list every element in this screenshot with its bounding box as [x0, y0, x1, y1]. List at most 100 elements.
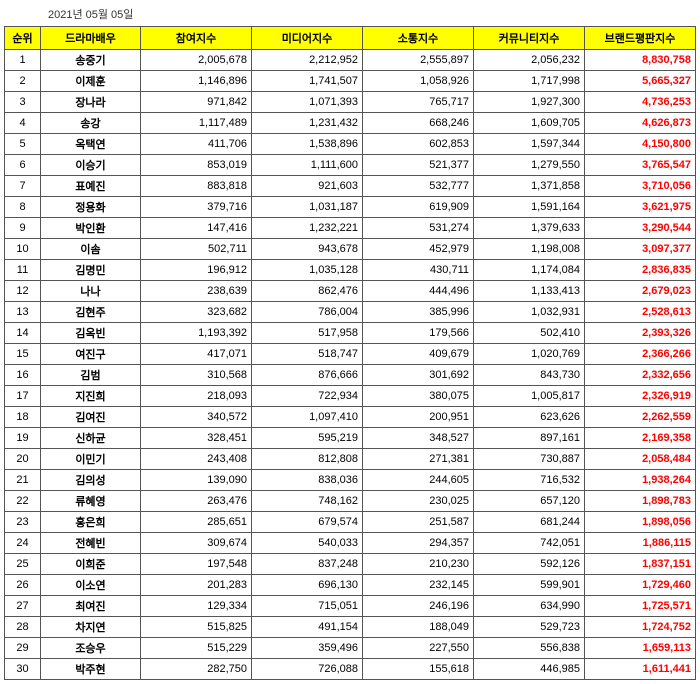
- cell-name: 이소연: [41, 575, 141, 596]
- cell-brand: 2,836,835: [585, 260, 696, 281]
- cell-communication: 188,049: [363, 617, 474, 638]
- cell-participation: 379,716: [141, 197, 252, 218]
- cell-participation: 502,711: [141, 239, 252, 260]
- col-communication: 소통지수: [363, 27, 474, 50]
- table-row: 29조승우515,229359,496227,550556,8381,659,1…: [5, 638, 696, 659]
- cell-name: 신하균: [41, 428, 141, 449]
- cell-community: 446,985: [474, 659, 585, 680]
- cell-rank: 4: [5, 113, 41, 134]
- ranking-table: 순위 드라마배우 참여지수 미디어지수 소통지수 커뮤니티지수 브랜드평판지수 …: [4, 26, 696, 680]
- table-row: 22류혜영263,476748,162230,025657,1201,898,7…: [5, 491, 696, 512]
- cell-rank: 25: [5, 554, 41, 575]
- cell-participation: 285,651: [141, 512, 252, 533]
- cell-communication: 765,717: [363, 92, 474, 113]
- cell-brand: 3,621,975: [585, 197, 696, 218]
- cell-name: 전혜빈: [41, 533, 141, 554]
- cell-brand: 1,725,571: [585, 596, 696, 617]
- cell-rank: 30: [5, 659, 41, 680]
- cell-brand: 3,710,056: [585, 176, 696, 197]
- cell-rank: 14: [5, 323, 41, 344]
- cell-participation: 196,912: [141, 260, 252, 281]
- table-row: 8정용화379,7161,031,187619,9091,591,1643,62…: [5, 197, 696, 218]
- cell-rank: 18: [5, 407, 41, 428]
- cell-rank: 2: [5, 71, 41, 92]
- cell-communication: 227,550: [363, 638, 474, 659]
- table-row: 28차지연515,825491,154188,049529,7231,724,7…: [5, 617, 696, 638]
- cell-brand: 2,262,559: [585, 407, 696, 428]
- cell-name: 이민기: [41, 449, 141, 470]
- cell-media: 837,248: [252, 554, 363, 575]
- cell-communication: 1,058,926: [363, 71, 474, 92]
- cell-name: 이솜: [41, 239, 141, 260]
- cell-community: 2,056,232: [474, 50, 585, 71]
- table-row: 5옥택연411,7061,538,896602,8531,597,3444,15…: [5, 134, 696, 155]
- cell-rank: 19: [5, 428, 41, 449]
- cell-rank: 15: [5, 344, 41, 365]
- cell-communication: 532,777: [363, 176, 474, 197]
- cell-rank: 26: [5, 575, 41, 596]
- cell-communication: 668,246: [363, 113, 474, 134]
- cell-community: 634,990: [474, 596, 585, 617]
- cell-brand: 2,169,358: [585, 428, 696, 449]
- cell-rank: 22: [5, 491, 41, 512]
- cell-brand: 2,332,656: [585, 365, 696, 386]
- cell-rank: 29: [5, 638, 41, 659]
- header-row: 순위 드라마배우 참여지수 미디어지수 소통지수 커뮤니티지수 브랜드평판지수: [5, 27, 696, 50]
- cell-name: 송강: [41, 113, 141, 134]
- cell-participation: 328,451: [141, 428, 252, 449]
- cell-brand: 5,665,327: [585, 71, 696, 92]
- cell-name: 장나라: [41, 92, 141, 113]
- cell-communication: 251,587: [363, 512, 474, 533]
- cell-brand: 1,837,151: [585, 554, 696, 575]
- cell-rank: 21: [5, 470, 41, 491]
- cell-media: 1,097,410: [252, 407, 363, 428]
- table-row: 1송중기2,005,6782,212,9522,555,8972,056,232…: [5, 50, 696, 71]
- cell-community: 1,133,413: [474, 281, 585, 302]
- cell-community: 1,198,008: [474, 239, 585, 260]
- cell-media: 359,496: [252, 638, 363, 659]
- cell-communication: 200,951: [363, 407, 474, 428]
- cell-media: 812,808: [252, 449, 363, 470]
- cell-community: 1,609,705: [474, 113, 585, 134]
- cell-participation: 243,408: [141, 449, 252, 470]
- cell-brand: 2,528,613: [585, 302, 696, 323]
- cell-brand: 8,830,758: [585, 50, 696, 71]
- cell-participation: 1,146,896: [141, 71, 252, 92]
- cell-rank: 7: [5, 176, 41, 197]
- col-community: 커뮤니티지수: [474, 27, 585, 50]
- cell-name: 이제훈: [41, 71, 141, 92]
- cell-brand: 3,765,547: [585, 155, 696, 176]
- col-participation: 참여지수: [141, 27, 252, 50]
- cell-rank: 24: [5, 533, 41, 554]
- cell-name: 김여진: [41, 407, 141, 428]
- cell-brand: 2,366,266: [585, 344, 696, 365]
- cell-communication: 531,274: [363, 218, 474, 239]
- cell-brand: 1,611,441: [585, 659, 696, 680]
- cell-community: 716,532: [474, 470, 585, 491]
- table-row: 21김의성139,090838,036244,605716,5321,938,2…: [5, 470, 696, 491]
- cell-brand: 1,659,113: [585, 638, 696, 659]
- table-row: 13김현주323,682786,004385,9961,032,9312,528…: [5, 302, 696, 323]
- table-row: 3장나라971,8421,071,393765,7171,927,3004,73…: [5, 92, 696, 113]
- cell-media: 876,666: [252, 365, 363, 386]
- col-name: 드라마배우: [41, 27, 141, 50]
- cell-name: 김옥빈: [41, 323, 141, 344]
- cell-community: 1,174,084: [474, 260, 585, 281]
- cell-rank: 13: [5, 302, 41, 323]
- table-row: 19신하균328,451595,219348,527897,1612,169,3…: [5, 428, 696, 449]
- cell-media: 540,033: [252, 533, 363, 554]
- cell-participation: 197,548: [141, 554, 252, 575]
- cell-brand: 2,679,023: [585, 281, 696, 302]
- cell-brand: 1,724,752: [585, 617, 696, 638]
- cell-participation: 2,005,678: [141, 50, 252, 71]
- cell-brand: 4,150,800: [585, 134, 696, 155]
- cell-rank: 23: [5, 512, 41, 533]
- cell-brand: 4,736,253: [585, 92, 696, 113]
- cell-community: 1,020,769: [474, 344, 585, 365]
- cell-communication: 430,711: [363, 260, 474, 281]
- cell-community: 897,161: [474, 428, 585, 449]
- cell-media: 748,162: [252, 491, 363, 512]
- cell-media: 1,232,221: [252, 218, 363, 239]
- col-media: 미디어지수: [252, 27, 363, 50]
- col-rank: 순위: [5, 27, 41, 50]
